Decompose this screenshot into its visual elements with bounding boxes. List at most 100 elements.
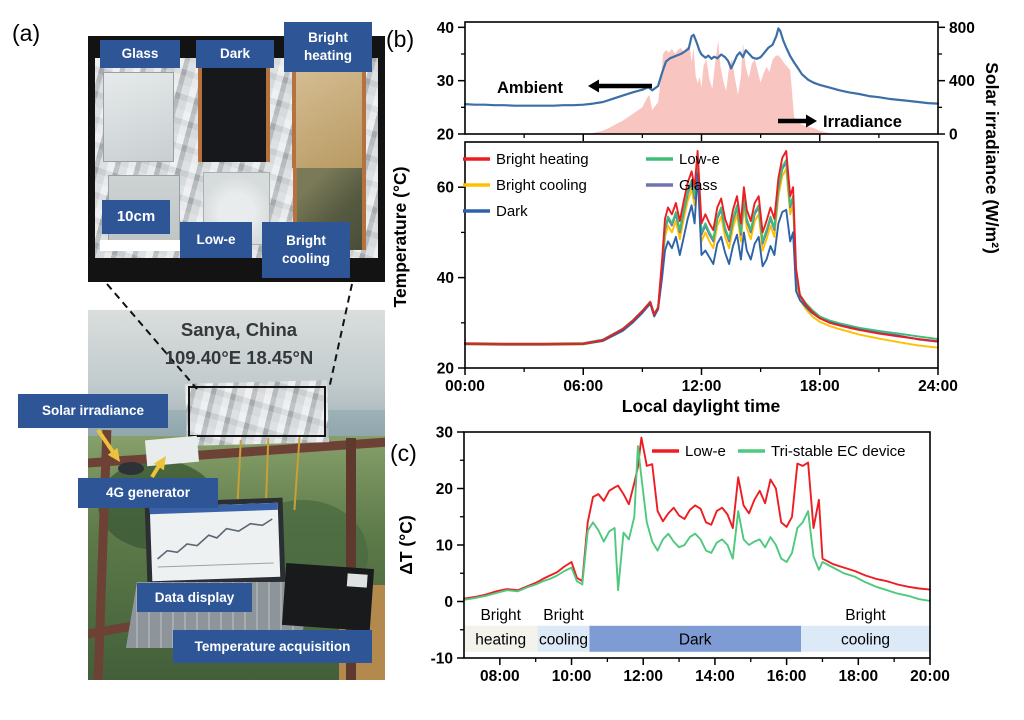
y-axis-title: ΔT (°C) (396, 515, 416, 574)
laptop-screen-content (149, 502, 281, 582)
series-Irradiance (465, 40, 938, 135)
x-tick-label: 12:00 (682, 378, 722, 395)
tag-data-display: Data display (137, 583, 252, 612)
location-line1: Sanya, China (180, 319, 298, 340)
x-tick-label: 14:00 (695, 668, 735, 685)
tag-solar-irradiance-text: Solar irradiance (41, 403, 145, 419)
legend-label: Bright cooling (496, 177, 587, 194)
legend-label: Dark (496, 203, 528, 220)
y-tick-label: 10 (436, 538, 453, 555)
panel-a-label: (a) (12, 20, 41, 46)
x-axis-title: Local daylight time (622, 396, 781, 416)
x-tick-label: 18:00 (800, 378, 840, 395)
laptop-screen (144, 497, 286, 587)
tag-bright-cooling-line1: Bright (286, 233, 326, 249)
phase-label: Dark (679, 631, 712, 648)
tag-temperature-acquisition-text: Temperature acquisition (194, 638, 351, 654)
series-Dark (464, 172, 939, 346)
y-tick-label: 20 (436, 481, 453, 498)
phase-segment (589, 625, 801, 652)
annotation-arrowhead (588, 79, 599, 93)
phase-label-line1: Bright (543, 607, 584, 624)
x-tick-label: 00:00 (445, 378, 485, 395)
tag-bright-heating-line1: Bright (308, 30, 348, 46)
panel-b-bottom: 00:00 06:00 12:00 18:00 24:00 20 40 60 Local day… (390, 141, 958, 416)
legend-label: Tri-stable EC device (771, 443, 906, 460)
legend-label: Low-e (685, 443, 726, 460)
scale-bar (100, 240, 196, 251)
tag-data-display-text: Data display (154, 589, 235, 605)
y-axis-title-right: Solar irradiance (W/m²) (982, 62, 1002, 254)
acquisition-instrument (281, 563, 375, 631)
series-Ambient (463, 27, 940, 107)
irradiance-sensor (118, 462, 144, 475)
tag-bright-cooling: Bright cooling (262, 222, 350, 278)
panel-b-label: (b) (386, 26, 415, 52)
tag-4g-generator-text: 4G generator (105, 485, 191, 501)
y-axis-title: Temperature (°C) (390, 167, 410, 308)
tag-bright-cooling-line2: cooling (282, 251, 330, 266)
tag-4g-generator: 4G generator (78, 478, 218, 508)
tag-bright-heating-line2: heating (303, 48, 352, 63)
x-tick-label: 10:00 (552, 668, 592, 685)
tag-scale-text: 10cm (116, 208, 156, 226)
tag-low-e: Low-e (180, 222, 252, 258)
panel-c: Bright heating Bright cooling Dark Bright cool… (396, 425, 950, 686)
annotation-text: Irradiance (823, 113, 902, 131)
y-tick-label: 0 (949, 127, 958, 144)
y-tick-label: 30 (437, 73, 454, 90)
annotation-arrowhead (806, 114, 817, 128)
phase-label-line1: Bright (845, 607, 886, 624)
x-tick-label: 06:00 (563, 378, 603, 395)
x-tick-label: 20:00 (910, 668, 950, 685)
y-tick-label: 40 (437, 20, 454, 37)
sample-dark (198, 68, 270, 162)
phase-label-line2: cooling (539, 631, 588, 648)
y-tick-label: 0 (444, 594, 453, 611)
legend-label: Glass (679, 177, 717, 194)
railing-post (346, 438, 356, 680)
x-tick-label: 24:00 (918, 378, 958, 395)
series-Glass (464, 161, 939, 345)
location-line2: 109.40°E 18.45°N (164, 346, 314, 368)
tag-low-e-text: Low-e (196, 232, 236, 248)
series-Low-e (463, 436, 931, 600)
x-tick-label: 16:00 (767, 668, 807, 685)
tag-solar-irradiance: Solar irradiance (18, 394, 168, 428)
series-Bright heating (464, 150, 939, 345)
sample-bright-heating (292, 70, 366, 168)
y-tick-label: 20 (437, 127, 454, 144)
tag-glass: Glass (100, 40, 180, 68)
y-tick-label: 30 (436, 425, 453, 442)
tag-temperature-acquisition: Temperature acquisition (173, 630, 372, 663)
phase-label-line1: Bright (480, 607, 521, 624)
y-tick-label: 400 (949, 73, 975, 90)
legend-label: Low-e (679, 151, 720, 168)
phase-segment (464, 625, 538, 652)
generator-device (144, 435, 200, 467)
y-tick-label: 800 (949, 20, 975, 37)
laptop-screen-chart (149, 502, 278, 568)
y-tick-label: 40 (437, 270, 454, 287)
y-tick-label: 60 (437, 180, 454, 197)
legend-label: Bright heating (496, 151, 589, 168)
x-tick-label: 18:00 (838, 668, 878, 685)
series-Low-e (464, 159, 939, 345)
x-tick-label: 12:00 (623, 668, 663, 685)
instrument-sticker (346, 573, 368, 588)
sample-glass (103, 72, 174, 162)
series-Tri-stable EC device (463, 445, 931, 602)
plot-frame (464, 141, 939, 369)
plot-frame (463, 431, 931, 659)
tag-scale: 10cm (102, 200, 170, 234)
panel-c-label: (c) (390, 440, 417, 466)
phase-segment (537, 625, 590, 652)
location-caption: Sanya, China 109.40°E 18.45°N (125, 316, 353, 372)
x-tick-label: 08:00 (480, 668, 520, 685)
phase-label-line2: cooling (841, 631, 890, 648)
plot-frame (464, 21, 939, 135)
highlight-rectangle (188, 386, 326, 437)
phase-label-line2: heating (475, 631, 526, 648)
